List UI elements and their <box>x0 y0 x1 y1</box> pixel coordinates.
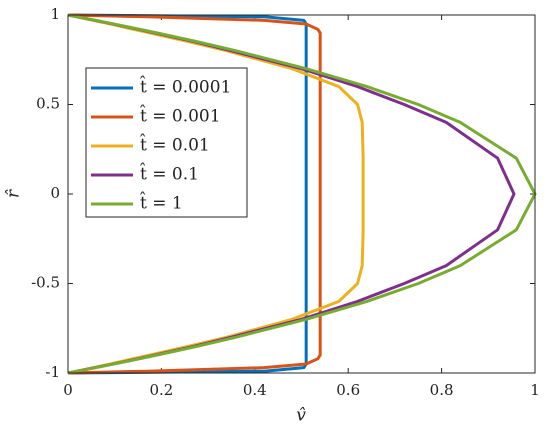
x-tick-label: 0.4 <box>243 381 267 399</box>
series-line <box>67 13 322 375</box>
legend: t̂ = 0.0001 t̂ = 0.001 t̂ = 0.01 t̂ = 0.1 t̂… <box>85 67 248 218</box>
y-tick-label: 1 <box>50 5 60 23</box>
y-tick-label: -0.5 <box>31 274 60 292</box>
x-axis-label: v̂ <box>296 406 306 426</box>
legend-label: t̂ = 0.01 <box>140 134 210 156</box>
legend-box <box>85 67 248 218</box>
x-tick-label: 0.2 <box>149 381 173 399</box>
y-axis-label: r̂ <box>4 189 24 198</box>
axes-box <box>67 14 536 374</box>
x-tick-label: 0.6 <box>336 381 360 399</box>
y-tick-label: 0 <box>50 184 60 202</box>
x-tick-label: 0 <box>63 381 73 399</box>
series-line <box>67 13 308 375</box>
x-tick-label: 0.8 <box>430 381 454 399</box>
legend-label: t̂ = 0.001 <box>140 105 221 127</box>
legend-label: t̂ = 0.1 <box>140 163 199 185</box>
legend-label: t̂ = 1 <box>140 192 183 214</box>
x-tick-label: 1 <box>530 381 540 399</box>
y-tick-label: 0.5 <box>36 95 60 113</box>
legend-label: t̂ = 0.0001 <box>140 76 232 98</box>
y-tick-label: -1 <box>45 363 60 381</box>
